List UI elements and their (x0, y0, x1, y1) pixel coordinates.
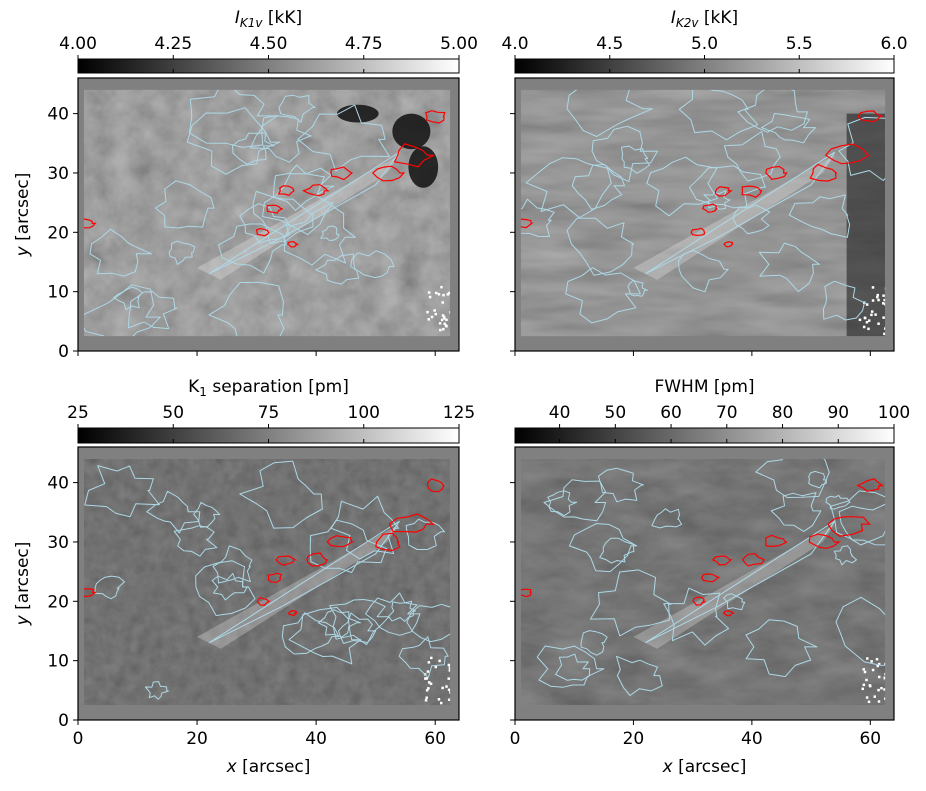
y-tick-label: 20 (47, 592, 69, 612)
colorbar-tick-label: 4.00 (59, 34, 97, 54)
heatmap-image (83, 89, 451, 337)
colorbar-tick-label: 5.5 (786, 34, 813, 54)
panel-4: 0 20 40 60 x [arcsec] 40 50 60 70 80 90 100 FWHM [pm… (510, 377, 911, 777)
colorbar-tick-label: 90 (827, 403, 849, 423)
axes-frame (77, 77, 460, 352)
y-tick-label: 0 (58, 342, 69, 362)
x-tick-label: 0 (73, 729, 84, 749)
y-tick-label: 40 (47, 474, 69, 494)
colorbar-tick-label: 75 (258, 403, 280, 423)
colorbar-tick-label: 4.25 (154, 34, 192, 54)
colorbar-tick-label: 80 (772, 403, 794, 423)
colorbar-tick-label: 4.0 (501, 34, 528, 54)
colorbar-tick-label: 6.0 (880, 34, 907, 54)
axes-frame (514, 446, 895, 721)
colorbar-tick-label: 125 (443, 403, 475, 423)
colorbar-label: IK1v [kK] (235, 8, 302, 30)
y-axis-label: y [arcsec] (13, 173, 33, 258)
colorbar-label: FWHM [pm] (654, 377, 754, 397)
y-tick-label: 10 (47, 283, 69, 303)
axes-frame (77, 446, 460, 721)
x-tick-label: 20 (186, 729, 208, 749)
heatmap-image (83, 458, 451, 706)
colorbar-tick-label: 60 (660, 403, 682, 423)
colorbar (514, 427, 895, 444)
colorbar-tick-label: 5.00 (440, 34, 478, 54)
colorbar-tick-label: 100 (348, 403, 380, 423)
x-tick-label: 0 (510, 729, 521, 749)
y-tick-label: 40 (47, 105, 69, 125)
colorbar-tick-label: 70 (716, 403, 738, 423)
colorbar-tick-label: 50 (162, 403, 184, 423)
colorbar-tick-label: 50 (605, 403, 627, 423)
colorbar-tick-label: 4.75 (345, 34, 383, 54)
y-tick-label: 30 (47, 533, 69, 553)
colorbar-tick-label: 40 (549, 403, 571, 423)
colorbar-tick-label: 5.0 (691, 34, 718, 54)
x-tick-label: 60 (424, 729, 446, 749)
colorbar-tick-label: 4.50 (250, 34, 288, 54)
colorbar-tick-label: 25 (67, 403, 89, 423)
heatmap-image (520, 89, 886, 337)
axes-frame (514, 77, 895, 352)
x-tick-label: 60 (859, 729, 881, 749)
y-tick-label: 30 (47, 164, 69, 184)
heatmap-image (520, 458, 886, 706)
x-tick-label: 40 (741, 729, 763, 749)
colorbar-label: K1 separation [pm] (188, 377, 349, 399)
y-tick-label: 0 (58, 711, 69, 731)
x-axis-label: x [arcsec] (226, 757, 311, 777)
panel-2: 4.0 4.5 5.0 5.5 6.0 IK2v [kK] (501, 8, 908, 356)
colorbar-tick-label: 4.5 (596, 34, 623, 54)
colorbar-tick-label: 100 (878, 403, 910, 423)
y-tick-label: 20 (47, 223, 69, 243)
panel-1: 0 10 20 30 40 y [arcsec] 4.00 4.25 4.50 4.75 5.00 I… (13, 8, 478, 362)
colorbar-label: IK2v [kK] (671, 8, 738, 30)
x-tick-label: 20 (623, 729, 645, 749)
x-axis-label: x [arcsec] (662, 757, 747, 777)
x-tick-label: 40 (305, 729, 327, 749)
panel-3: 0 10 20 30 40 0 20 40 60 y [arcsec] x [arcsec] 25 50… (13, 377, 475, 777)
y-axis-label: y [arcsec] (13, 542, 33, 627)
y-tick-label: 10 (47, 652, 69, 672)
